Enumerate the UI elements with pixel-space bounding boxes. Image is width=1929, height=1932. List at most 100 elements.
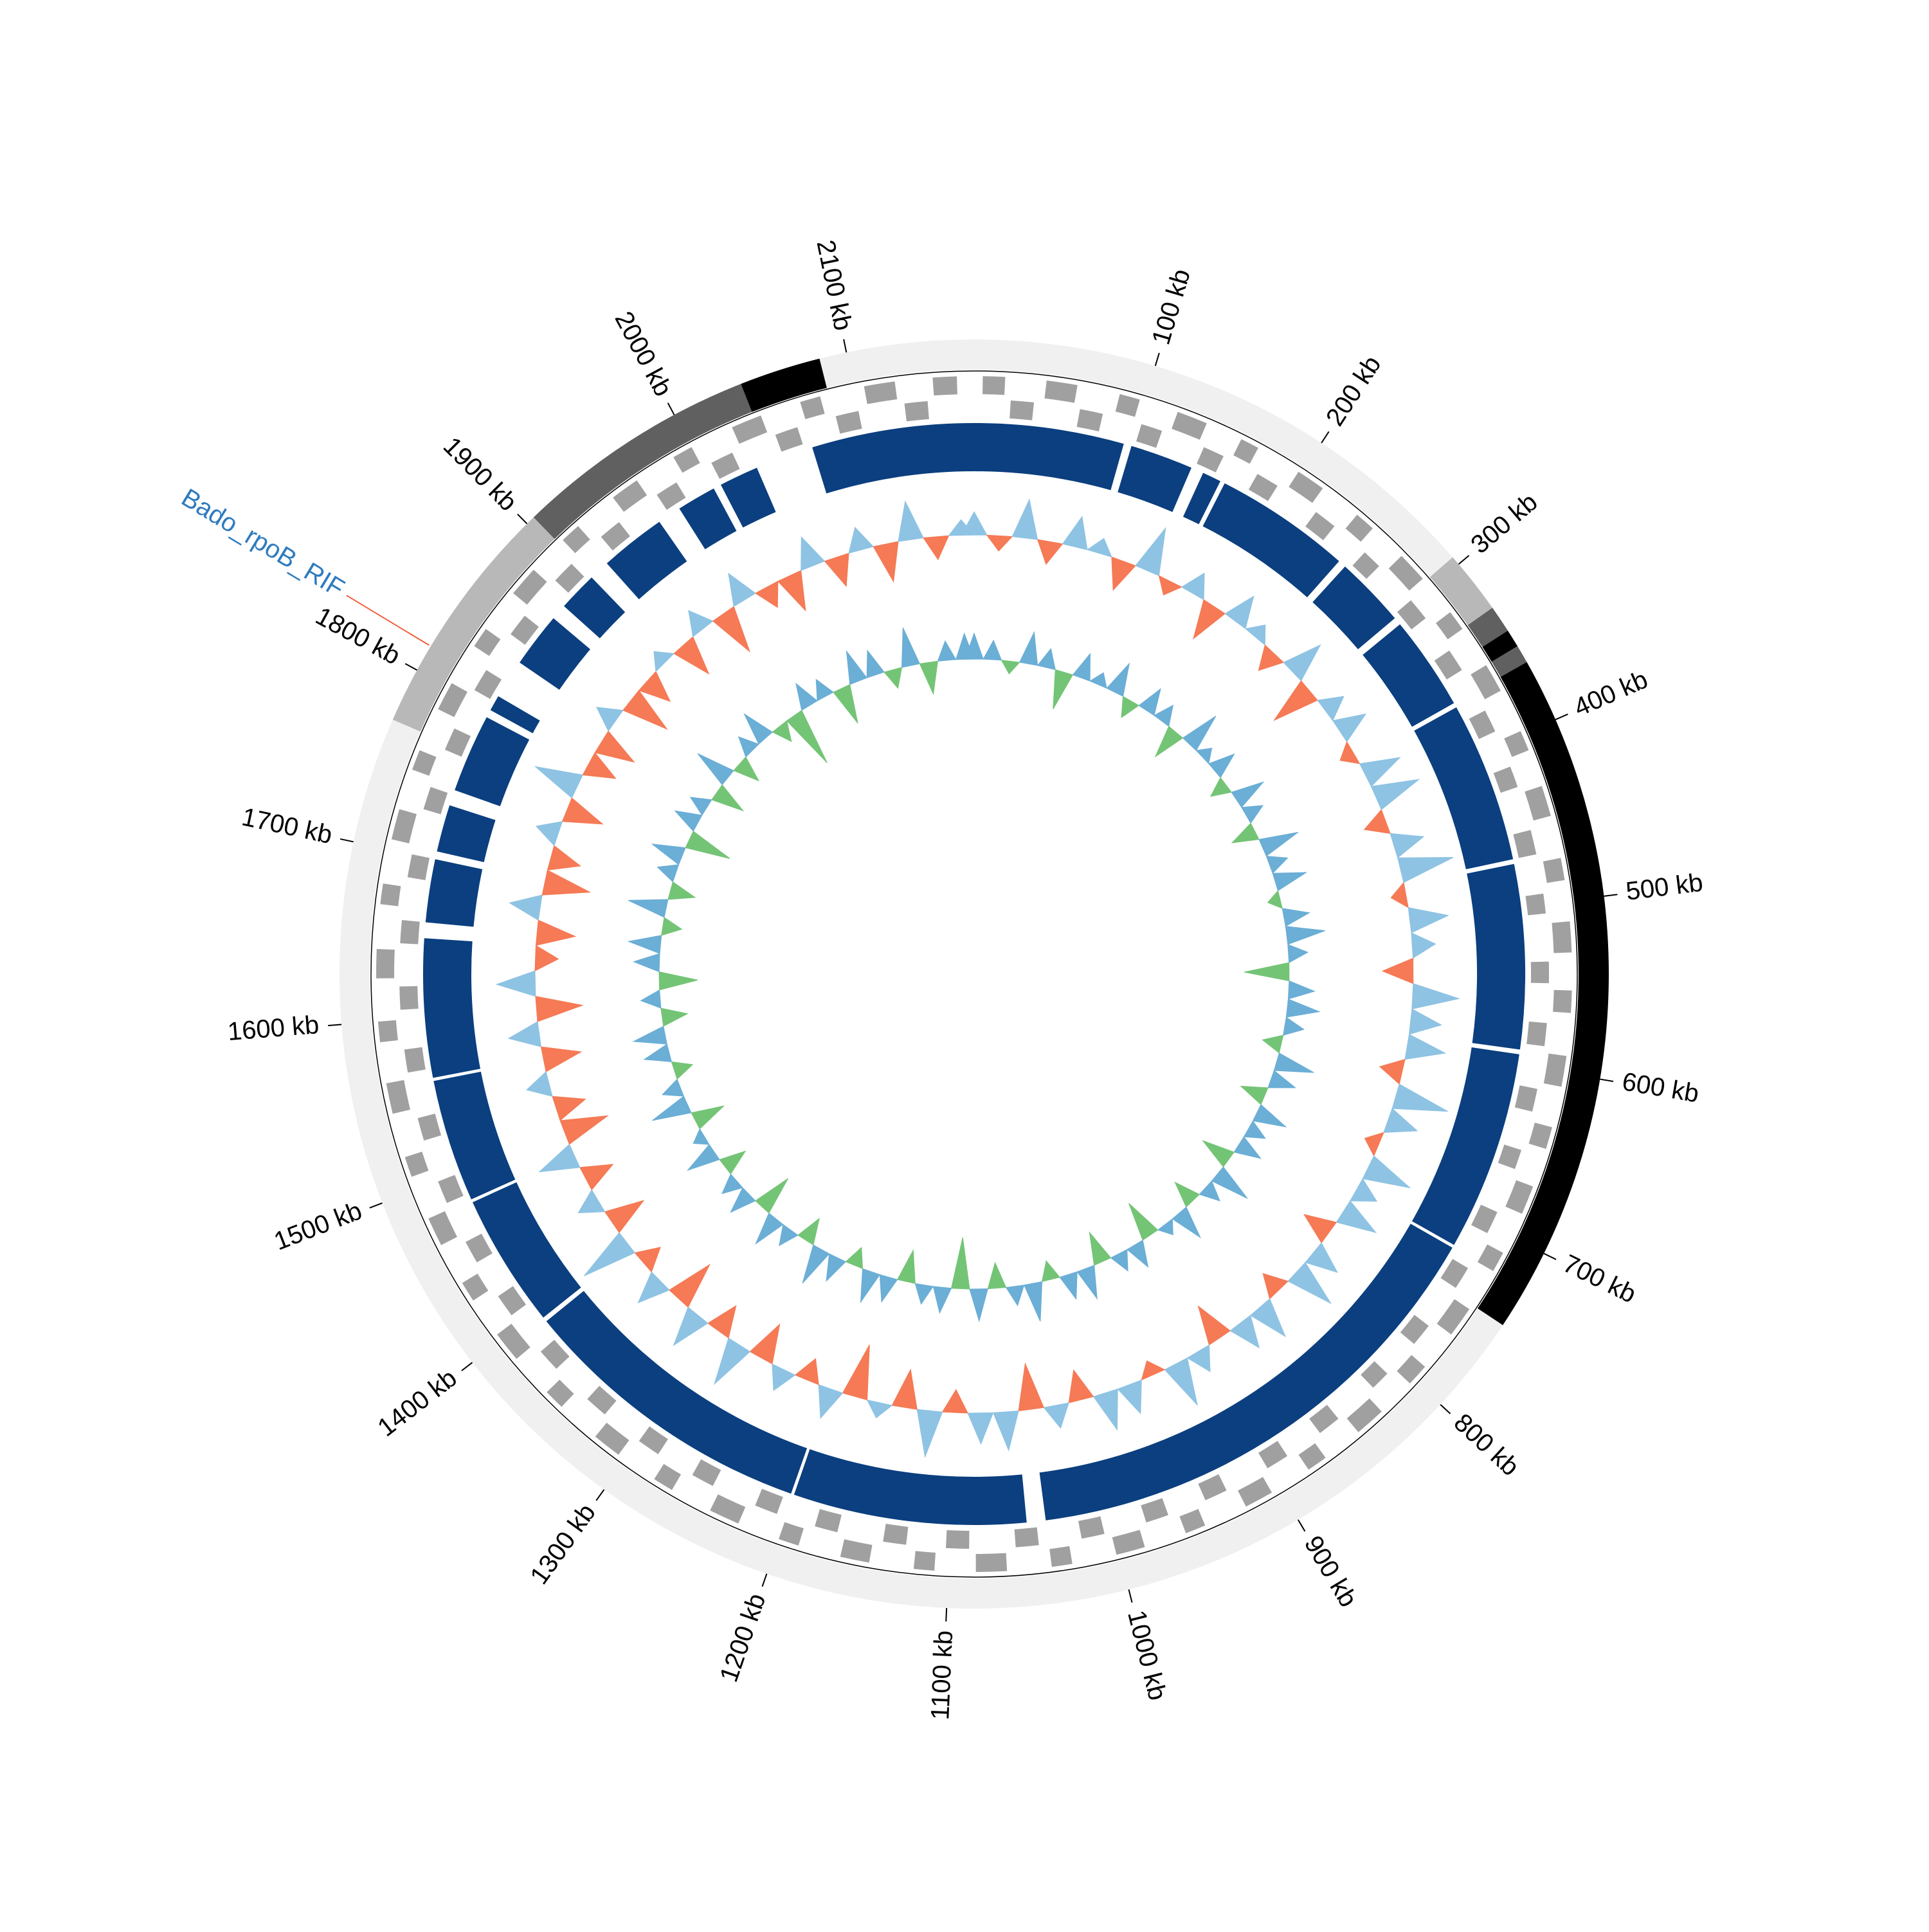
gene xyxy=(404,1151,429,1177)
region xyxy=(1491,646,1527,677)
gc-skew-spike xyxy=(661,916,683,936)
gc-content-spike xyxy=(525,1071,553,1097)
gc-skew-spike xyxy=(730,1187,756,1213)
gc-skew-spike xyxy=(1281,908,1310,927)
gene xyxy=(1553,989,1572,1013)
gene xyxy=(587,1386,617,1415)
gene xyxy=(1543,1053,1567,1087)
gc-content-spike xyxy=(916,1409,943,1459)
gc-content-spike xyxy=(948,519,975,536)
gc-content-spike xyxy=(535,995,584,1022)
gc-skew-spike xyxy=(883,667,903,689)
gene xyxy=(1233,439,1258,464)
gc-skew-spike xyxy=(1231,781,1265,808)
gc-content-spike xyxy=(582,752,617,779)
gc-skew-spike xyxy=(685,831,730,859)
gc-content-spike xyxy=(898,500,924,542)
gene xyxy=(1493,766,1518,793)
gene xyxy=(555,563,584,593)
gene xyxy=(1345,514,1373,542)
gc-content-spike xyxy=(1186,1344,1211,1373)
inner-ring-outline xyxy=(370,370,1578,1578)
gc-skew-spike xyxy=(1241,805,1264,824)
tick-label: 1700 kb xyxy=(239,802,334,849)
gene xyxy=(1436,1299,1470,1335)
block xyxy=(423,938,481,1078)
gc-skew-spike xyxy=(1244,962,1290,982)
gene xyxy=(840,1539,873,1563)
gc-content-spike xyxy=(1086,537,1112,558)
gc-skew-spike xyxy=(1231,822,1260,844)
gc-content-spike xyxy=(1391,1083,1448,1112)
region xyxy=(819,339,974,388)
region xyxy=(1482,630,1518,662)
tick-label: 600 kb xyxy=(1620,1067,1701,1108)
gc-content-spike xyxy=(1249,1298,1287,1337)
gc-content-spike xyxy=(794,1358,819,1386)
gc-skew-spike xyxy=(661,1078,685,1097)
gc-content-spike xyxy=(842,1344,870,1401)
gene xyxy=(404,1047,426,1073)
gc-skew-spike xyxy=(755,1212,784,1245)
gc-skew-spike xyxy=(658,971,698,991)
gene xyxy=(1352,552,1379,579)
gene xyxy=(466,1233,493,1263)
gene xyxy=(815,1509,842,1533)
gc-skew-spike xyxy=(969,1288,988,1323)
gc-skew-spike xyxy=(1287,980,1316,1000)
gc-skew-spike xyxy=(845,1247,864,1270)
gc-skew-spike xyxy=(1262,1034,1284,1054)
gene xyxy=(498,1286,527,1315)
tick xyxy=(517,513,528,525)
gc-content-spike xyxy=(712,606,751,653)
gc-content-spike xyxy=(673,1306,709,1346)
gc-content-spike xyxy=(824,552,849,588)
gene xyxy=(1076,409,1103,431)
gene xyxy=(513,570,547,605)
gc-content-spike xyxy=(1411,932,1436,959)
gc-content-spike xyxy=(1262,1272,1289,1300)
gene xyxy=(1543,858,1565,883)
tick xyxy=(328,1024,342,1027)
gene xyxy=(710,1494,746,1524)
block xyxy=(546,1290,808,1494)
block xyxy=(1467,863,1525,1050)
gc-skew-spike xyxy=(652,1096,692,1121)
gc-skew-spike xyxy=(1272,872,1308,892)
tick-label: 1200 kb xyxy=(714,1590,771,1686)
gc-content-spike xyxy=(1404,1033,1447,1060)
gc-skew-spike xyxy=(1059,1271,1078,1301)
gc-skew-spike xyxy=(1209,777,1233,797)
gc-skew-spike xyxy=(719,1150,747,1175)
gc-skew-spike xyxy=(797,1217,820,1246)
gc-skew-spike xyxy=(1154,725,1184,758)
tick xyxy=(461,1362,473,1371)
gc-content-spike xyxy=(1111,556,1136,591)
gc-content-spike xyxy=(1397,857,1454,883)
tick xyxy=(1154,352,1160,366)
gc-content-spike xyxy=(967,1412,994,1445)
block xyxy=(793,1449,1027,1526)
tick xyxy=(595,1489,605,1501)
gc-content-spike xyxy=(713,1337,751,1386)
gene xyxy=(932,376,957,396)
gene xyxy=(386,1079,410,1114)
gene xyxy=(775,427,803,452)
gc-skew-spike xyxy=(1285,926,1326,945)
gene xyxy=(1436,612,1463,640)
gc-skew-spike xyxy=(1208,753,1235,779)
gene xyxy=(1397,600,1426,629)
gc-content-spike xyxy=(1303,1214,1337,1243)
tick xyxy=(1321,431,1330,444)
gc-skew-spike xyxy=(1267,890,1283,909)
gc-content-spike xyxy=(1349,1178,1378,1202)
gc-skew-spike xyxy=(901,627,921,668)
gene xyxy=(1305,512,1335,541)
tick-label: 700 kb xyxy=(1559,1249,1640,1308)
gc-skew-spike xyxy=(660,1007,689,1027)
gene xyxy=(1504,731,1529,757)
annotation-label: Bado_rpoB_RIF xyxy=(177,483,349,603)
gc-content-spike xyxy=(561,797,604,825)
gc-content-spike xyxy=(986,534,1013,552)
